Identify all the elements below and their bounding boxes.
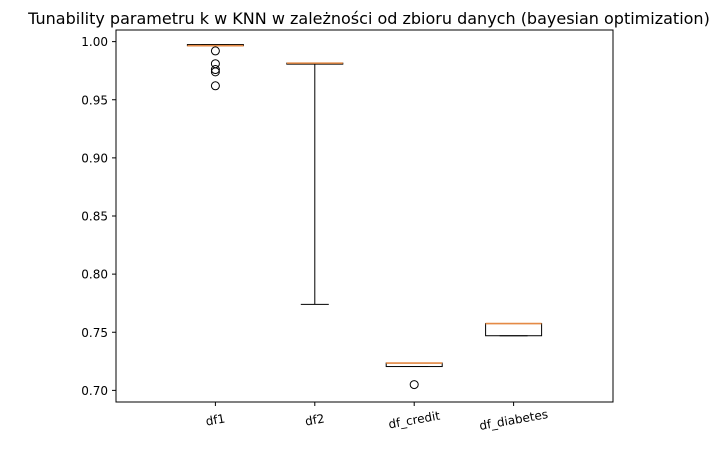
x-tick-label-df1: df1: [205, 411, 227, 428]
y-tick-label: 0.75: [81, 326, 108, 340]
y-axis: 0.70 0.75 0.80 0.85 0.90 0.95 1.00: [81, 35, 116, 398]
box-df1: [186, 44, 244, 91]
iqr-box: [485, 323, 543, 337]
outlier-point: [210, 81, 220, 91]
chart-title: Tunability parametru k w KNN w zależnośc…: [27, 9, 710, 28]
outlier-point: [210, 65, 220, 75]
y-tick-label: 0.95: [81, 93, 108, 107]
box-df-diabetes: [485, 322, 543, 337]
x-axis: df1 df2 df_credit df_diabetes: [205, 402, 549, 433]
outlier-point: [210, 67, 220, 77]
x-tick-label-df2: df2: [304, 411, 326, 428]
plot-area-frame: [115, 29, 614, 403]
box-df2: [286, 62, 344, 305]
outlier-point: [210, 46, 220, 56]
y-tick-label: 0.70: [81, 384, 108, 398]
box-series: [186, 44, 543, 390]
y-tick-label: 0.85: [81, 210, 108, 224]
y-tick-label: 0.80: [81, 268, 108, 282]
x-tick-label-df-credit: df_credit: [387, 409, 441, 432]
y-tick-label: 0.90: [81, 151, 108, 165]
outlier-point: [409, 380, 419, 390]
box-df-credit: [385, 362, 443, 390]
x-tick-label-df-diabetes: df_diabetes: [478, 407, 549, 433]
y-tick-label: 1.00: [81, 35, 108, 49]
